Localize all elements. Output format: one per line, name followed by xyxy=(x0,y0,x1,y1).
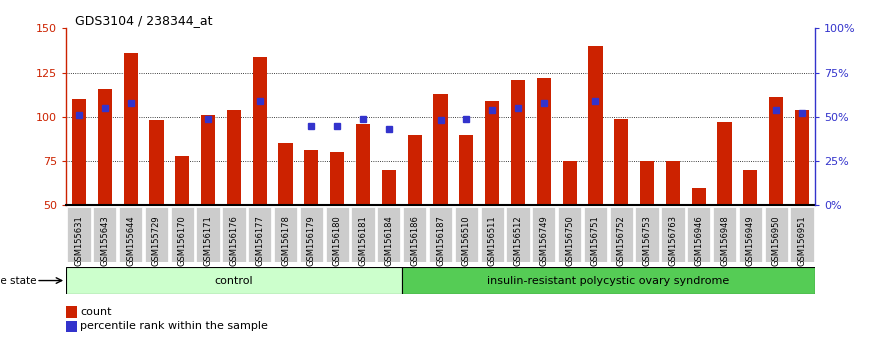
Text: GSM156179: GSM156179 xyxy=(307,215,316,266)
Text: GSM156510: GSM156510 xyxy=(462,215,470,266)
FancyBboxPatch shape xyxy=(739,207,762,262)
FancyBboxPatch shape xyxy=(402,267,815,294)
Text: GSM156511: GSM156511 xyxy=(488,215,497,266)
FancyBboxPatch shape xyxy=(93,207,116,262)
Text: GSM156949: GSM156949 xyxy=(746,215,755,266)
Text: GSM156763: GSM156763 xyxy=(669,215,677,266)
Bar xyxy=(304,150,319,205)
Bar xyxy=(692,188,706,205)
FancyBboxPatch shape xyxy=(171,207,194,262)
Bar xyxy=(795,110,809,205)
FancyBboxPatch shape xyxy=(558,207,581,262)
Text: GSM155643: GSM155643 xyxy=(100,215,109,266)
Bar xyxy=(640,161,655,205)
FancyBboxPatch shape xyxy=(790,207,814,262)
FancyBboxPatch shape xyxy=(429,207,452,262)
Bar xyxy=(666,161,680,205)
FancyBboxPatch shape xyxy=(532,207,555,262)
Text: GSM156178: GSM156178 xyxy=(281,215,290,266)
Text: GSM156181: GSM156181 xyxy=(359,215,367,266)
FancyBboxPatch shape xyxy=(403,207,426,262)
Text: GSM156512: GSM156512 xyxy=(514,215,522,266)
Bar xyxy=(537,78,551,205)
FancyBboxPatch shape xyxy=(687,207,710,262)
Text: GSM156753: GSM156753 xyxy=(642,215,652,266)
Text: GDS3104 / 238344_at: GDS3104 / 238344_at xyxy=(75,14,212,27)
Text: GSM156950: GSM156950 xyxy=(772,215,781,266)
Text: GSM155631: GSM155631 xyxy=(75,215,84,266)
Bar xyxy=(433,94,448,205)
FancyBboxPatch shape xyxy=(144,207,168,262)
Bar xyxy=(356,124,370,205)
FancyBboxPatch shape xyxy=(66,267,402,294)
Text: GSM156749: GSM156749 xyxy=(539,215,548,266)
FancyBboxPatch shape xyxy=(222,207,246,262)
Text: insulin-resistant polycystic ovary syndrome: insulin-resistant polycystic ovary syndr… xyxy=(487,275,729,286)
Text: control: control xyxy=(215,275,253,286)
FancyBboxPatch shape xyxy=(300,207,323,262)
Text: GSM156750: GSM156750 xyxy=(565,215,574,266)
FancyBboxPatch shape xyxy=(196,207,219,262)
Bar xyxy=(72,99,86,205)
Bar xyxy=(485,101,500,205)
Text: GSM156184: GSM156184 xyxy=(384,215,393,266)
Text: GSM156171: GSM156171 xyxy=(204,215,212,266)
Bar xyxy=(278,143,292,205)
Bar xyxy=(717,122,731,205)
FancyBboxPatch shape xyxy=(610,207,633,262)
Text: percentile rank within the sample: percentile rank within the sample xyxy=(80,321,268,331)
Text: GSM156170: GSM156170 xyxy=(178,215,187,266)
Bar xyxy=(123,53,137,205)
FancyBboxPatch shape xyxy=(662,207,685,262)
Bar xyxy=(408,135,422,205)
FancyBboxPatch shape xyxy=(377,207,401,262)
FancyBboxPatch shape xyxy=(480,207,504,262)
FancyBboxPatch shape xyxy=(584,207,607,262)
FancyBboxPatch shape xyxy=(765,207,788,262)
Bar xyxy=(614,119,628,205)
FancyBboxPatch shape xyxy=(326,207,349,262)
Text: count: count xyxy=(80,307,112,316)
Bar xyxy=(511,80,525,205)
Text: GSM156951: GSM156951 xyxy=(797,215,806,266)
Text: GSM156177: GSM156177 xyxy=(255,215,264,266)
Bar xyxy=(330,152,344,205)
Bar xyxy=(381,170,396,205)
Text: disease state: disease state xyxy=(0,275,36,286)
Text: GSM156176: GSM156176 xyxy=(229,215,239,266)
FancyBboxPatch shape xyxy=(507,207,529,262)
Bar xyxy=(201,115,215,205)
Text: GSM155644: GSM155644 xyxy=(126,215,135,266)
FancyBboxPatch shape xyxy=(274,207,297,262)
Bar xyxy=(175,156,189,205)
Bar xyxy=(150,120,164,205)
Text: GSM156948: GSM156948 xyxy=(720,215,729,266)
FancyBboxPatch shape xyxy=(635,207,659,262)
FancyBboxPatch shape xyxy=(67,207,91,262)
Text: GSM156180: GSM156180 xyxy=(333,215,342,266)
Bar xyxy=(769,97,783,205)
Text: GSM155729: GSM155729 xyxy=(152,215,161,266)
FancyBboxPatch shape xyxy=(455,207,478,262)
Bar xyxy=(98,88,112,205)
Bar xyxy=(562,161,577,205)
FancyBboxPatch shape xyxy=(248,207,271,262)
Text: GSM156751: GSM156751 xyxy=(591,215,600,266)
Bar xyxy=(459,135,473,205)
Bar xyxy=(589,46,603,205)
FancyBboxPatch shape xyxy=(713,207,737,262)
Text: GSM156752: GSM156752 xyxy=(617,215,626,266)
Text: GSM156186: GSM156186 xyxy=(411,215,419,266)
FancyBboxPatch shape xyxy=(119,207,142,262)
Bar xyxy=(226,110,241,205)
Text: GSM156187: GSM156187 xyxy=(436,215,445,266)
Bar xyxy=(253,57,267,205)
Text: GSM156946: GSM156946 xyxy=(694,215,703,266)
Bar xyxy=(744,170,758,205)
FancyBboxPatch shape xyxy=(352,207,374,262)
